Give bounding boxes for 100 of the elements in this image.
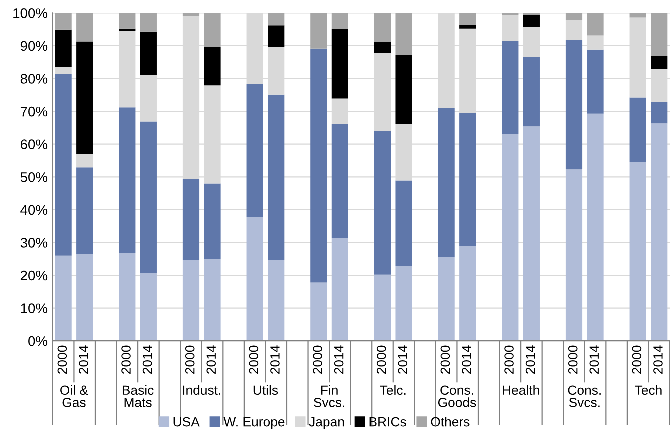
bar bbox=[630, 13, 646, 18]
x-tick-label: 2014 bbox=[206, 346, 216, 374]
bar bbox=[332, 29, 348, 99]
bar bbox=[460, 25, 476, 29]
x-tick-label: 2000 bbox=[504, 346, 514, 374]
bar bbox=[246, 217, 264, 342]
text: Cons. Goods bbox=[438, 386, 476, 408]
y-tick-label: 90% bbox=[20, 41, 48, 52]
x-tick-label: 2000 bbox=[313, 346, 322, 374]
y-tick-label: 40% bbox=[20, 205, 48, 216]
bar bbox=[268, 13, 285, 26]
bar bbox=[140, 13, 157, 32]
bar bbox=[460, 13, 476, 26]
x-tick-label: 2000 bbox=[632, 346, 642, 374]
bar bbox=[396, 266, 412, 342]
x-tick-label: 2014 bbox=[79, 346, 88, 374]
bar bbox=[140, 122, 157, 274]
bar bbox=[566, 170, 583, 342]
bar bbox=[587, 114, 604, 342]
bar bbox=[438, 257, 455, 342]
bar bbox=[374, 274, 392, 342]
bar bbox=[374, 131, 392, 275]
bar bbox=[630, 162, 646, 342]
bar bbox=[566, 20, 583, 40]
bar bbox=[438, 108, 455, 258]
x-tick-label: 2014 bbox=[270, 346, 280, 374]
bar bbox=[182, 13, 200, 16]
x-tick-label: 2014 bbox=[462, 346, 472, 374]
x-tick-label: 2000 bbox=[185, 346, 195, 374]
y-tick-label: 80% bbox=[20, 74, 48, 84]
bar bbox=[587, 50, 604, 114]
y-tick-label: 0% bbox=[28, 336, 48, 346]
bar bbox=[502, 134, 519, 342]
x-tick-label: 2014 bbox=[526, 346, 536, 374]
legend-label: Japan bbox=[309, 418, 344, 430]
bar bbox=[246, 84, 264, 218]
bar bbox=[332, 124, 348, 238]
legend-label: Others bbox=[431, 417, 470, 427]
legend-label: W. Europe bbox=[224, 418, 285, 430]
bar bbox=[332, 238, 348, 342]
bar bbox=[396, 180, 412, 266]
y-tick-label: 50% bbox=[20, 172, 48, 182]
text: Fin Svcs. bbox=[314, 385, 344, 408]
bar bbox=[310, 13, 328, 49]
bar bbox=[76, 13, 94, 42]
bar bbox=[651, 124, 668, 342]
text: Telc. bbox=[380, 385, 406, 396]
bar bbox=[182, 179, 200, 260]
x-tick-label: 2000 bbox=[58, 346, 68, 374]
y-tick-label: 70% bbox=[20, 106, 48, 117]
bar bbox=[460, 246, 476, 342]
bar bbox=[55, 13, 72, 30]
bar bbox=[119, 108, 136, 254]
bar bbox=[119, 254, 136, 342]
bar bbox=[587, 13, 604, 36]
legend-label: BRICs bbox=[370, 417, 406, 427]
bar bbox=[268, 260, 285, 342]
bar bbox=[332, 13, 348, 30]
bar bbox=[396, 55, 412, 124]
bar bbox=[204, 13, 221, 48]
x-tick-label: 2000 bbox=[440, 346, 450, 374]
text: Indust. bbox=[183, 385, 220, 396]
bar bbox=[268, 94, 285, 260]
bar bbox=[523, 15, 540, 27]
bar bbox=[374, 13, 392, 42]
x-tick-label: 2014 bbox=[590, 346, 600, 374]
bar bbox=[55, 256, 72, 342]
text: Oil & Gas bbox=[60, 385, 88, 408]
bar bbox=[396, 13, 412, 56]
bar bbox=[651, 56, 668, 70]
y-tick-label: 20% bbox=[20, 270, 48, 281]
text: Health bbox=[503, 385, 540, 396]
text: Basic Mats bbox=[122, 385, 154, 408]
x-tick-label: 2014 bbox=[334, 346, 344, 374]
x-tick-label: 2000 bbox=[376, 346, 386, 374]
bar bbox=[523, 126, 540, 342]
y-tick-label: 60% bbox=[20, 140, 48, 150]
bar bbox=[502, 41, 519, 134]
bar bbox=[76, 168, 94, 254]
bar bbox=[630, 98, 646, 162]
bar bbox=[651, 13, 668, 56]
bar bbox=[310, 282, 328, 342]
x-tick-label: 2014 bbox=[654, 346, 663, 374]
bar bbox=[460, 113, 476, 246]
bar bbox=[523, 57, 540, 127]
bar bbox=[566, 40, 583, 170]
bar bbox=[140, 32, 157, 76]
bar bbox=[268, 26, 285, 48]
bar bbox=[76, 42, 94, 154]
text: Utils bbox=[254, 385, 278, 396]
bar bbox=[76, 154, 94, 168]
x-tick-label: 2000 bbox=[122, 346, 131, 374]
y-tick-label: 10% bbox=[21, 304, 48, 314]
bar bbox=[204, 259, 221, 342]
bar bbox=[76, 254, 94, 342]
bar bbox=[310, 48, 328, 283]
bar bbox=[204, 184, 221, 260]
bar bbox=[55, 74, 72, 256]
bar bbox=[651, 102, 668, 124]
bar bbox=[140, 274, 157, 342]
